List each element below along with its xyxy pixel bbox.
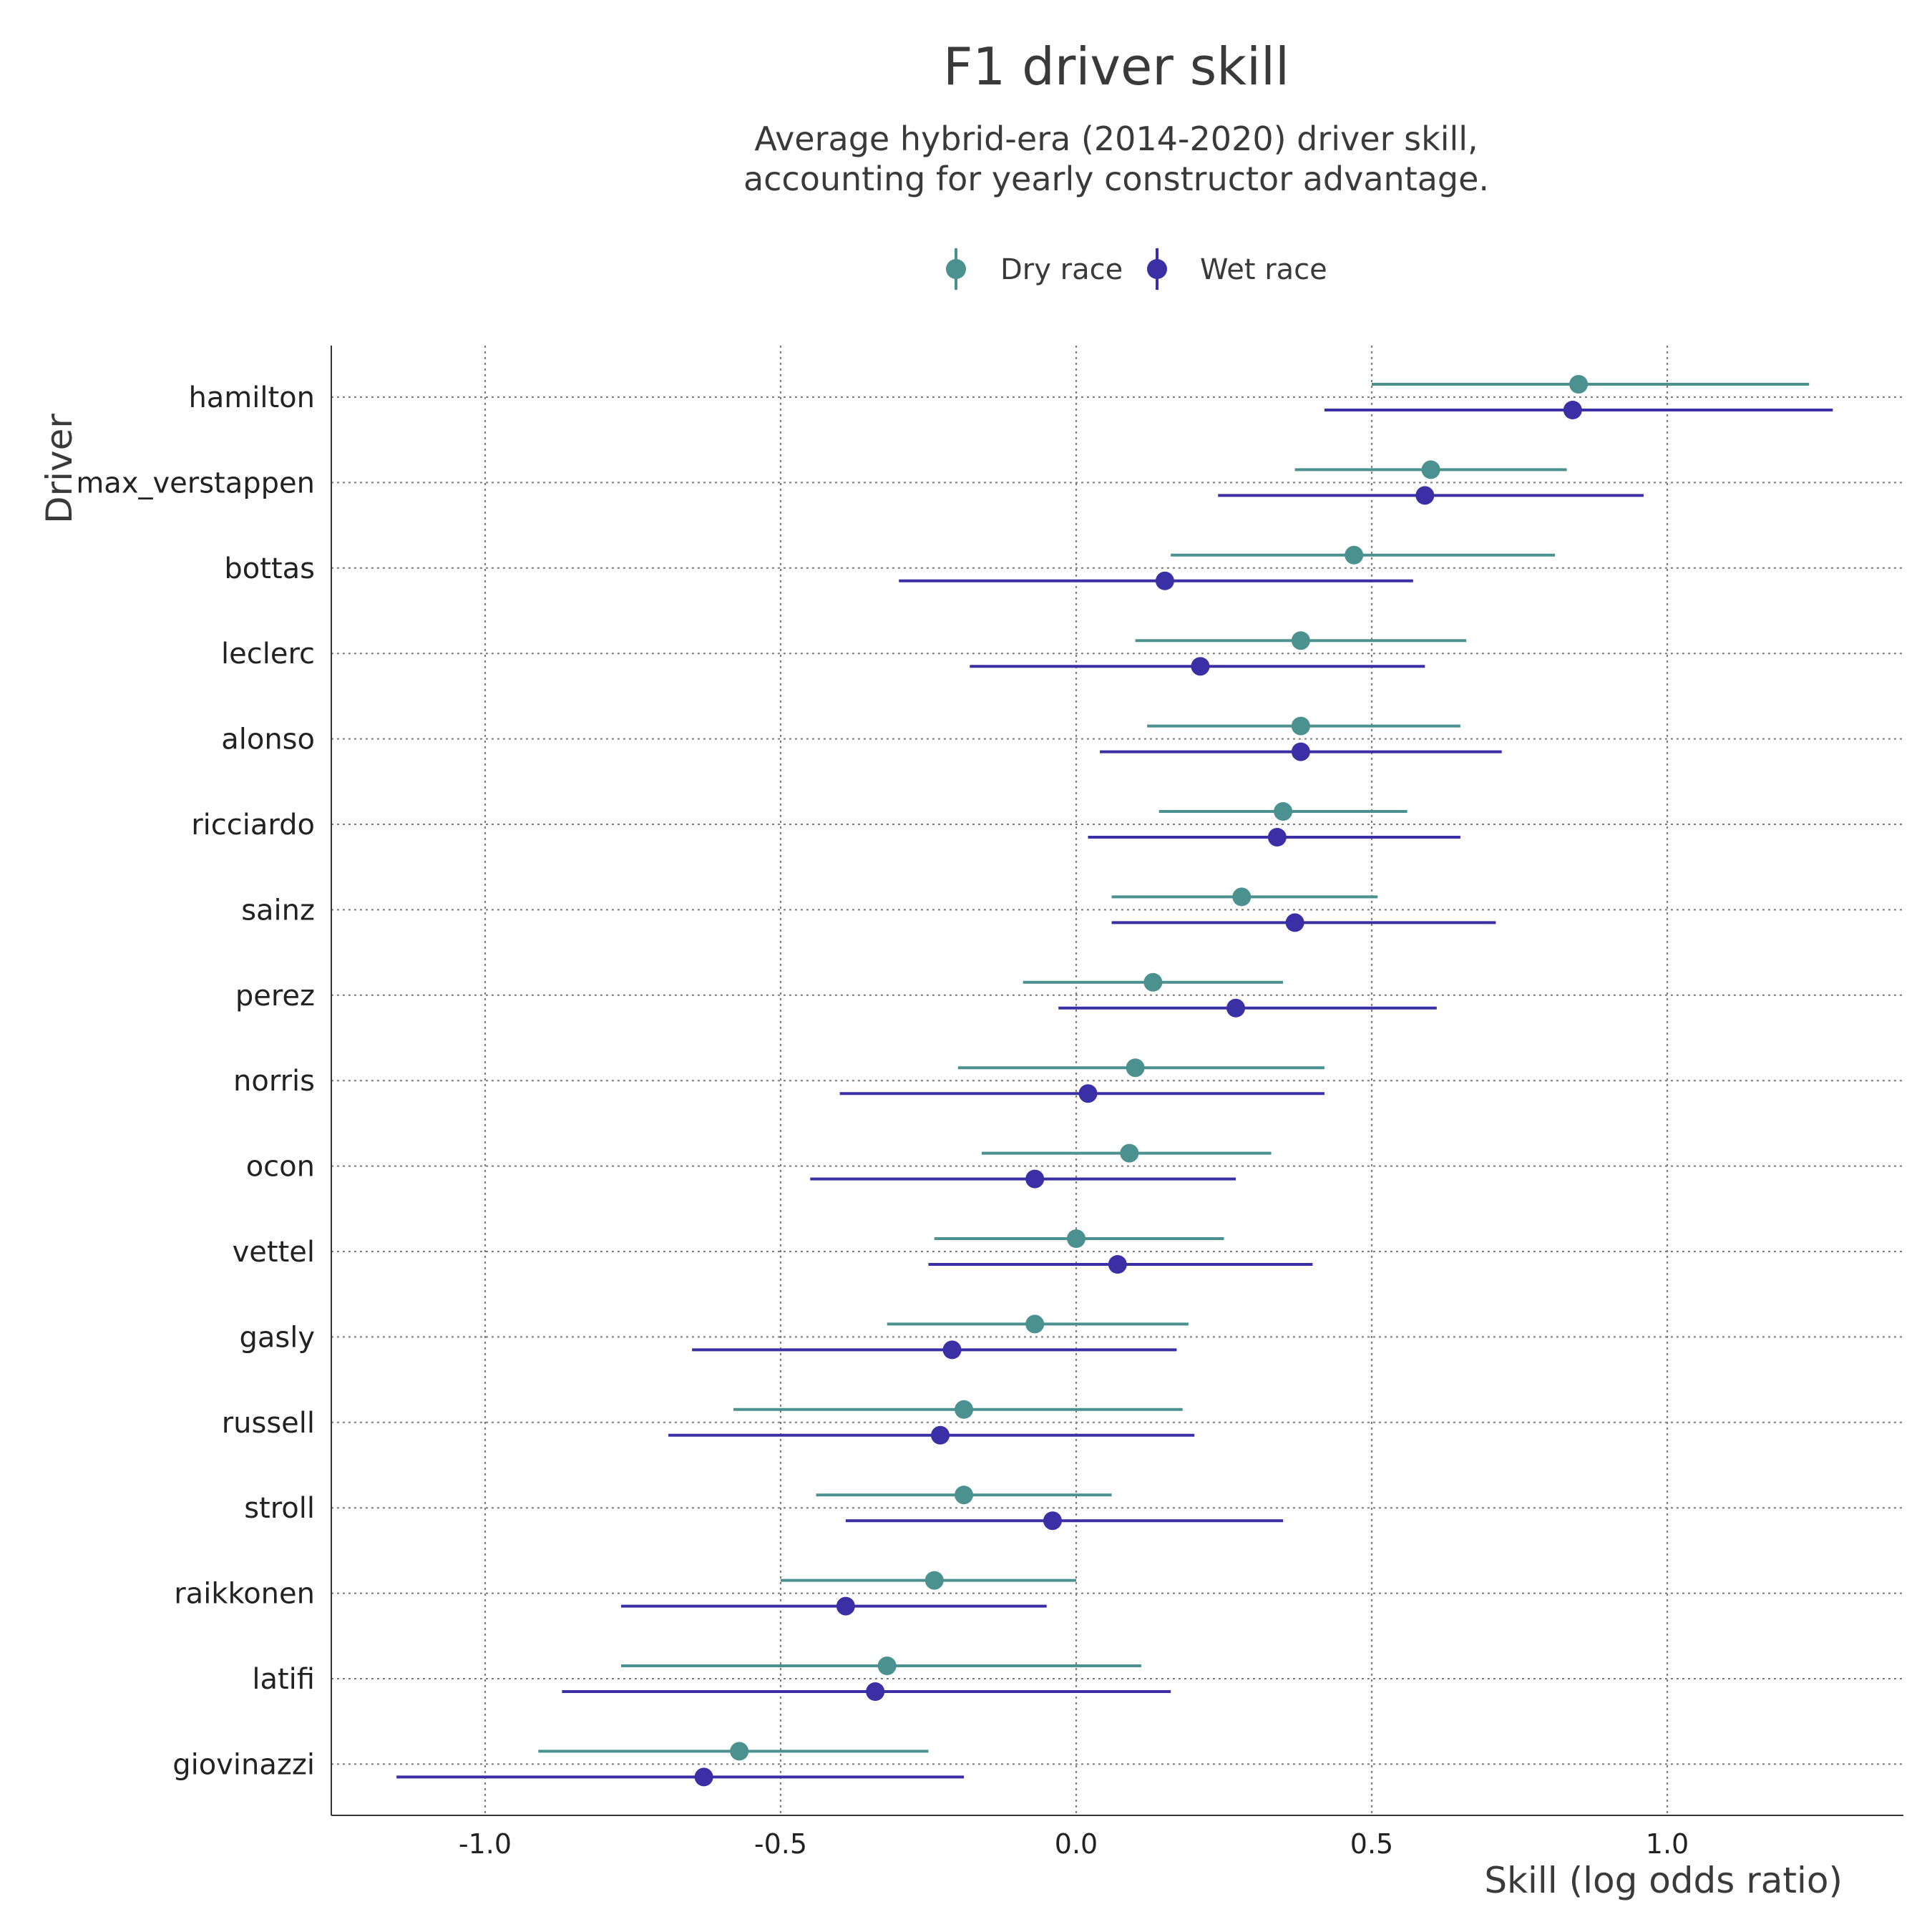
x-tick-label: 0.0 — [1055, 1828, 1098, 1860]
data-point — [1120, 1143, 1139, 1163]
legend: Dry race Wet race — [946, 248, 1327, 290]
data-point — [1143, 972, 1163, 992]
x-tick-label: -1.0 — [459, 1828, 512, 1860]
data-point — [942, 1340, 962, 1360]
legend-key-dot — [1147, 259, 1167, 279]
data-point — [866, 1682, 885, 1701]
data-point — [877, 1657, 897, 1675]
driver-label: norris — [233, 1065, 315, 1098]
data-point — [1155, 571, 1174, 590]
data-point — [955, 1400, 974, 1419]
data-point — [1291, 742, 1310, 761]
driver-label: max_verstappen — [76, 467, 315, 499]
gridlines — [331, 346, 1903, 1815]
driver-label: raikkonen — [174, 1578, 315, 1611]
driver-label: hamilton — [188, 381, 315, 414]
data-point — [1274, 802, 1293, 821]
data-point — [1043, 1511, 1062, 1531]
data-point — [1563, 401, 1582, 419]
driver-label: alonso — [221, 723, 315, 756]
driver-label: ocon — [246, 1151, 315, 1184]
x-tick-label: 0.5 — [1350, 1828, 1393, 1860]
driver-label: ricciardo — [191, 809, 315, 841]
data-point — [1191, 657, 1210, 676]
data-point — [931, 1425, 950, 1445]
data-point — [1415, 486, 1435, 505]
x-tick-label: 1.0 — [1646, 1828, 1689, 1860]
data-point — [924, 1571, 944, 1590]
data-point — [1126, 1058, 1145, 1078]
data-point — [1291, 631, 1310, 650]
driver-label: bottas — [224, 552, 315, 585]
driver-label: vettel — [233, 1236, 315, 1269]
driver-label: gasly — [239, 1321, 315, 1354]
data-point — [694, 1767, 713, 1787]
driver-label: sainz — [241, 894, 315, 927]
chart-subtitle-line-2: accounting for yearly constructor advant… — [743, 160, 1489, 198]
data-point — [1421, 460, 1440, 479]
data-point — [730, 1742, 749, 1761]
legend-label: Dry race — [1000, 253, 1123, 286]
driver-label: latifi — [252, 1663, 315, 1696]
data-point — [1025, 1169, 1045, 1189]
data-point — [1569, 375, 1589, 394]
data-point — [1226, 998, 1246, 1018]
legend-key-dot — [946, 259, 966, 279]
data-point — [1108, 1255, 1127, 1274]
driver-label: giovinazzi — [172, 1748, 315, 1781]
x-axis-title: Skill (log odds ratio) — [1484, 1860, 1843, 1901]
driver-label: perez — [235, 980, 315, 1013]
driver-label: leclerc — [221, 638, 315, 670]
axes — [331, 346, 1903, 1816]
data-point — [1078, 1084, 1098, 1103]
driver-label: stroll — [244, 1492, 315, 1525]
data-point — [955, 1485, 974, 1505]
data-point — [1067, 1229, 1085, 1248]
data-point — [1025, 1314, 1045, 1334]
legend-label: Wet race — [1200, 253, 1327, 286]
data-point — [1285, 913, 1304, 932]
tick-labels: -1.0 -0.5 0.0 0.5 1.0 hamilton max_verstappenb… — [76, 381, 1689, 1860]
data-point — [1232, 887, 1252, 907]
chart-title: F1 driver skill — [943, 36, 1289, 97]
data-marks — [396, 375, 1833, 1787]
data-point — [836, 1596, 855, 1616]
chart-subtitle-line-1: Average hybrid-era (2014-2020) driver sk… — [754, 119, 1478, 158]
y-axis-title: Driver — [39, 414, 80, 524]
x-tick-label: -0.5 — [754, 1828, 807, 1860]
data-point — [1291, 716, 1310, 736]
data-point — [1267, 828, 1287, 847]
data-point — [1345, 545, 1364, 565]
driver-label: russell — [222, 1407, 315, 1440]
